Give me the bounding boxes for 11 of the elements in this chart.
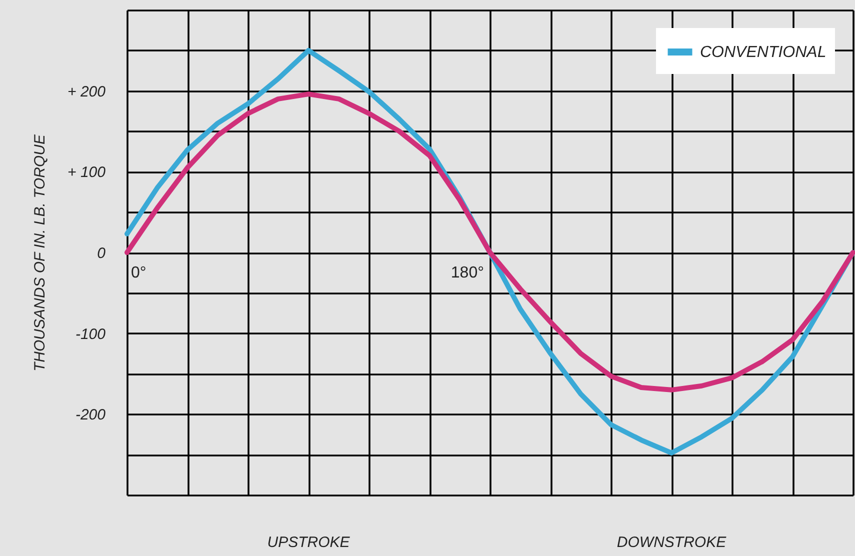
annotation: 180° xyxy=(450,264,484,282)
text: UPSTROKE xyxy=(267,534,351,551)
y-axis-title: THOUSANDS OF IN. LB. TORQUE xyxy=(32,134,49,372)
y-tick-label: 0 xyxy=(97,245,106,262)
y-tick-label: + 100 xyxy=(68,164,106,182)
legend-label: CONVENTIONAL xyxy=(700,44,826,61)
text: DOWNSTROKE xyxy=(616,534,728,551)
y-tick-label: -200 xyxy=(75,406,106,424)
y-tick-label: -100 xyxy=(75,326,106,343)
annotation: 0° xyxy=(131,264,146,282)
y-tick-label: + 200 xyxy=(68,83,106,100)
